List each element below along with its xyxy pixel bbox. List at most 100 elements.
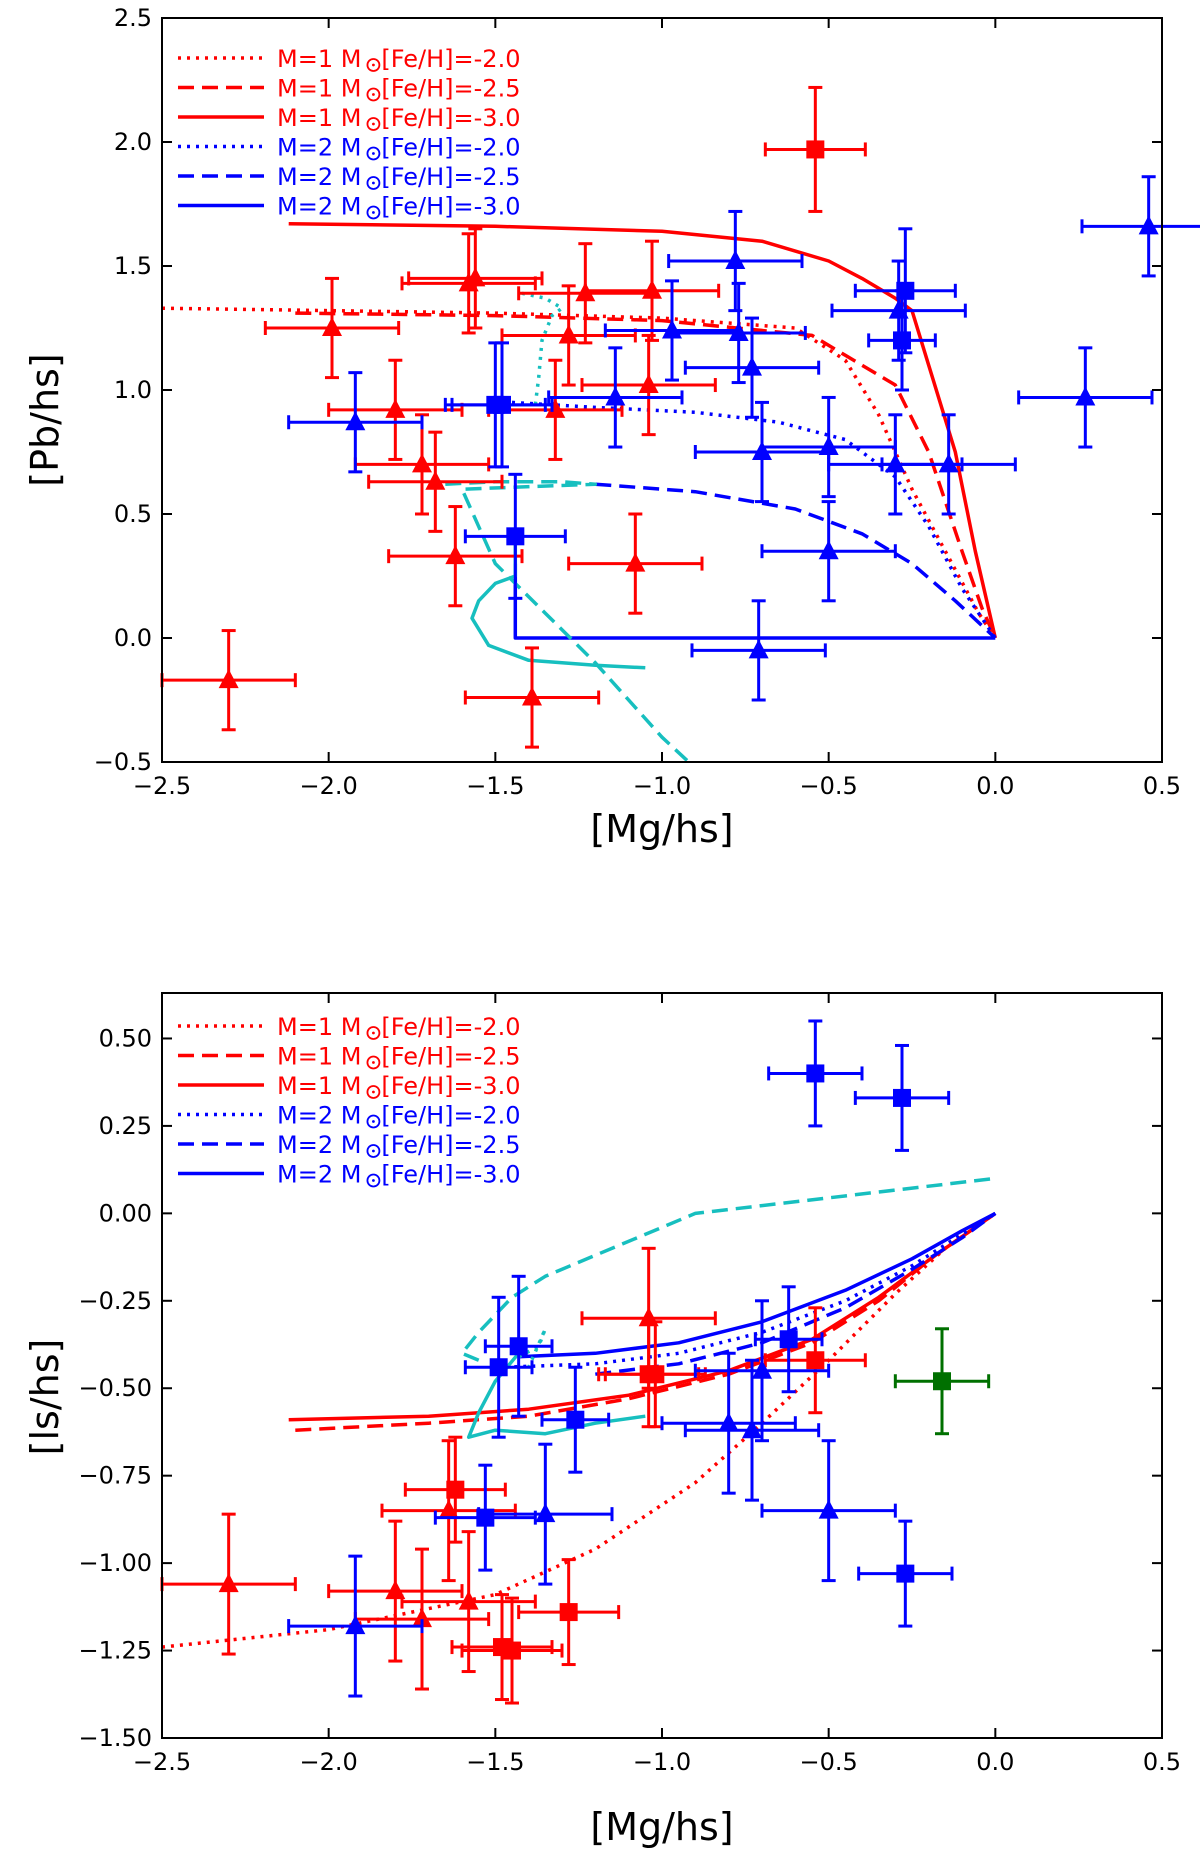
data-point-7 xyxy=(460,1596,564,1705)
x-tick-label: 0.0 xyxy=(976,1748,1014,1776)
triangle-marker xyxy=(638,374,659,394)
x-tick-label: 0.0 xyxy=(976,772,1014,800)
triangle-marker xyxy=(818,436,839,456)
sun-symbol-icon xyxy=(366,87,381,102)
square-marker xyxy=(646,1365,665,1384)
y-tick-label: 0.0 xyxy=(114,624,152,652)
legend-label-tail-0: [Fe/H]=-2.0 xyxy=(381,1013,520,1041)
x-tick-label: −0.5 xyxy=(800,772,858,800)
triangle-marker xyxy=(938,453,959,473)
sun-symbol-dot-icon xyxy=(372,63,375,67)
square-marker xyxy=(779,1330,798,1349)
data-point-18 xyxy=(450,341,554,469)
triangle-marker xyxy=(742,356,762,376)
data-point-22 xyxy=(753,1285,824,1394)
sun-symbol-icon xyxy=(366,1173,381,1188)
x-ticks: −2.5 −2.0 −1.5 −1.0 −0.5 0.0 0.5 xyxy=(133,993,1181,1776)
triangle-marker xyxy=(888,299,909,319)
square-marker xyxy=(893,1088,911,1107)
data-point-2 xyxy=(327,358,464,461)
data-point-12 xyxy=(567,512,704,615)
triangle-marker xyxy=(535,1503,556,1523)
series-line-1 xyxy=(295,311,997,639)
y-tick-label: −1.25 xyxy=(78,1637,152,1665)
data-point-20 xyxy=(683,1358,821,1502)
legend: M=1 M [Fe/H]=-2.0M=1 M [Fe/H]=-2.5M=1 M … xyxy=(178,45,520,221)
legend-label-tail-1: [Fe/H]=-2.5 xyxy=(381,1043,520,1071)
data-point-18 xyxy=(540,1365,611,1474)
legend-label-2: M=1 M xyxy=(277,1072,361,1100)
triangle-marker xyxy=(445,545,466,565)
triangle-marker xyxy=(1075,386,1096,406)
legend-label-3: M=2 M xyxy=(277,134,361,162)
bottom-y-axis-title: [ls/hs] xyxy=(23,1339,67,1456)
legend-label-5: M=2 M xyxy=(277,1161,361,1189)
sun-symbol-dot-icon xyxy=(372,1061,375,1064)
data-point-15 xyxy=(463,1295,534,1439)
series-line-5 xyxy=(513,563,996,640)
square-marker xyxy=(509,1337,528,1356)
data-point-16 xyxy=(287,371,424,474)
plot-area-1 xyxy=(160,1019,997,1705)
triangle-marker xyxy=(218,1573,239,1593)
y-tick-label: 1.0 xyxy=(114,376,152,404)
data-point-13 xyxy=(287,1554,424,1698)
triangle-marker xyxy=(742,1419,762,1439)
bottom-x-axis-title: [Mg/hs] xyxy=(590,1805,733,1849)
triangle-marker xyxy=(425,470,446,490)
series-line-0 xyxy=(161,306,997,639)
legend-label-4: M=2 M xyxy=(277,163,361,191)
data-point-25 xyxy=(853,1043,951,1152)
triangle-marker xyxy=(385,1580,406,1600)
data-point-1 xyxy=(327,1519,464,1663)
top-panel-pb-vs-mg: [Mg/hs] [Pb/hs] −2.5 −2.0 −1.5 −1.0 −0.5 0.0 0… xyxy=(23,4,1200,851)
triangle-marker xyxy=(748,639,769,659)
triangle-marker xyxy=(545,398,566,418)
triangle-marker xyxy=(752,1359,772,1379)
legend-label-0: M=1 M xyxy=(277,45,361,73)
legend-label-tail-3: [Fe/H]=-2.0 xyxy=(381,1102,520,1130)
data-point-26 xyxy=(690,599,827,702)
sun-symbol-icon xyxy=(366,176,381,190)
y-ticks: −1.50 −1.25 −1.00 −0.75 −0.50 −0.25 0.00 0.25 0.… xyxy=(78,1024,1162,1752)
series-line-8 xyxy=(466,1352,646,1439)
sun-symbol-icon xyxy=(366,1055,381,1070)
triangle-marker xyxy=(718,1412,739,1432)
square-marker xyxy=(806,1064,825,1083)
data-point-24 xyxy=(760,1439,897,1583)
series-line-5 xyxy=(518,1211,997,1359)
legend-label-2: M=1 M xyxy=(277,104,361,132)
data-point-28 xyxy=(760,500,897,603)
x-tick-label: −2.5 xyxy=(133,772,191,800)
series-line-7 xyxy=(460,1176,996,1362)
x-ticks: −2.5 −2.0 −1.5 −1.0 −0.5 0.0 0.5 xyxy=(133,18,1181,800)
y-tick-label: −0.25 xyxy=(78,1287,152,1315)
data-point-23 xyxy=(767,1019,864,1128)
top-x-axis-title: [Mg/hs] xyxy=(590,807,733,851)
triangle-marker xyxy=(412,453,432,473)
legend-label-tail-4: [Fe/H]=-2.5 xyxy=(381,1131,520,1159)
x-tick-label: −1.0 xyxy=(633,772,691,800)
y-tick-label: −0.75 xyxy=(78,1462,152,1490)
legend-label-tail-1: [Fe/H]=-2.5 xyxy=(381,75,520,103)
legend-label-4: M=2 M xyxy=(277,1131,361,1159)
sun-symbol-dot-icon xyxy=(372,152,375,155)
data-point-3 xyxy=(353,413,491,516)
y-tick-label: −1.00 xyxy=(78,1549,152,1577)
triangle-marker xyxy=(385,398,406,418)
data-point-4 xyxy=(367,430,504,533)
sun-symbol-dot-icon xyxy=(372,122,375,126)
triangle-marker xyxy=(558,324,579,344)
data-point-10 xyxy=(500,284,637,387)
sun-symbol-icon xyxy=(366,1085,381,1099)
square-marker xyxy=(506,527,525,546)
series-line-4 xyxy=(595,1211,997,1376)
series-line-8 xyxy=(470,536,646,670)
data-point-5 xyxy=(387,505,524,608)
y-tick-label: 0.25 xyxy=(99,1112,152,1140)
x-tick-label: −2.5 xyxy=(133,1748,191,1776)
data-point-1 xyxy=(263,276,401,380)
sun-symbol-dot-icon xyxy=(372,1149,375,1153)
triangle-marker xyxy=(725,250,746,270)
x-tick-label: 0.5 xyxy=(1143,1748,1181,1776)
